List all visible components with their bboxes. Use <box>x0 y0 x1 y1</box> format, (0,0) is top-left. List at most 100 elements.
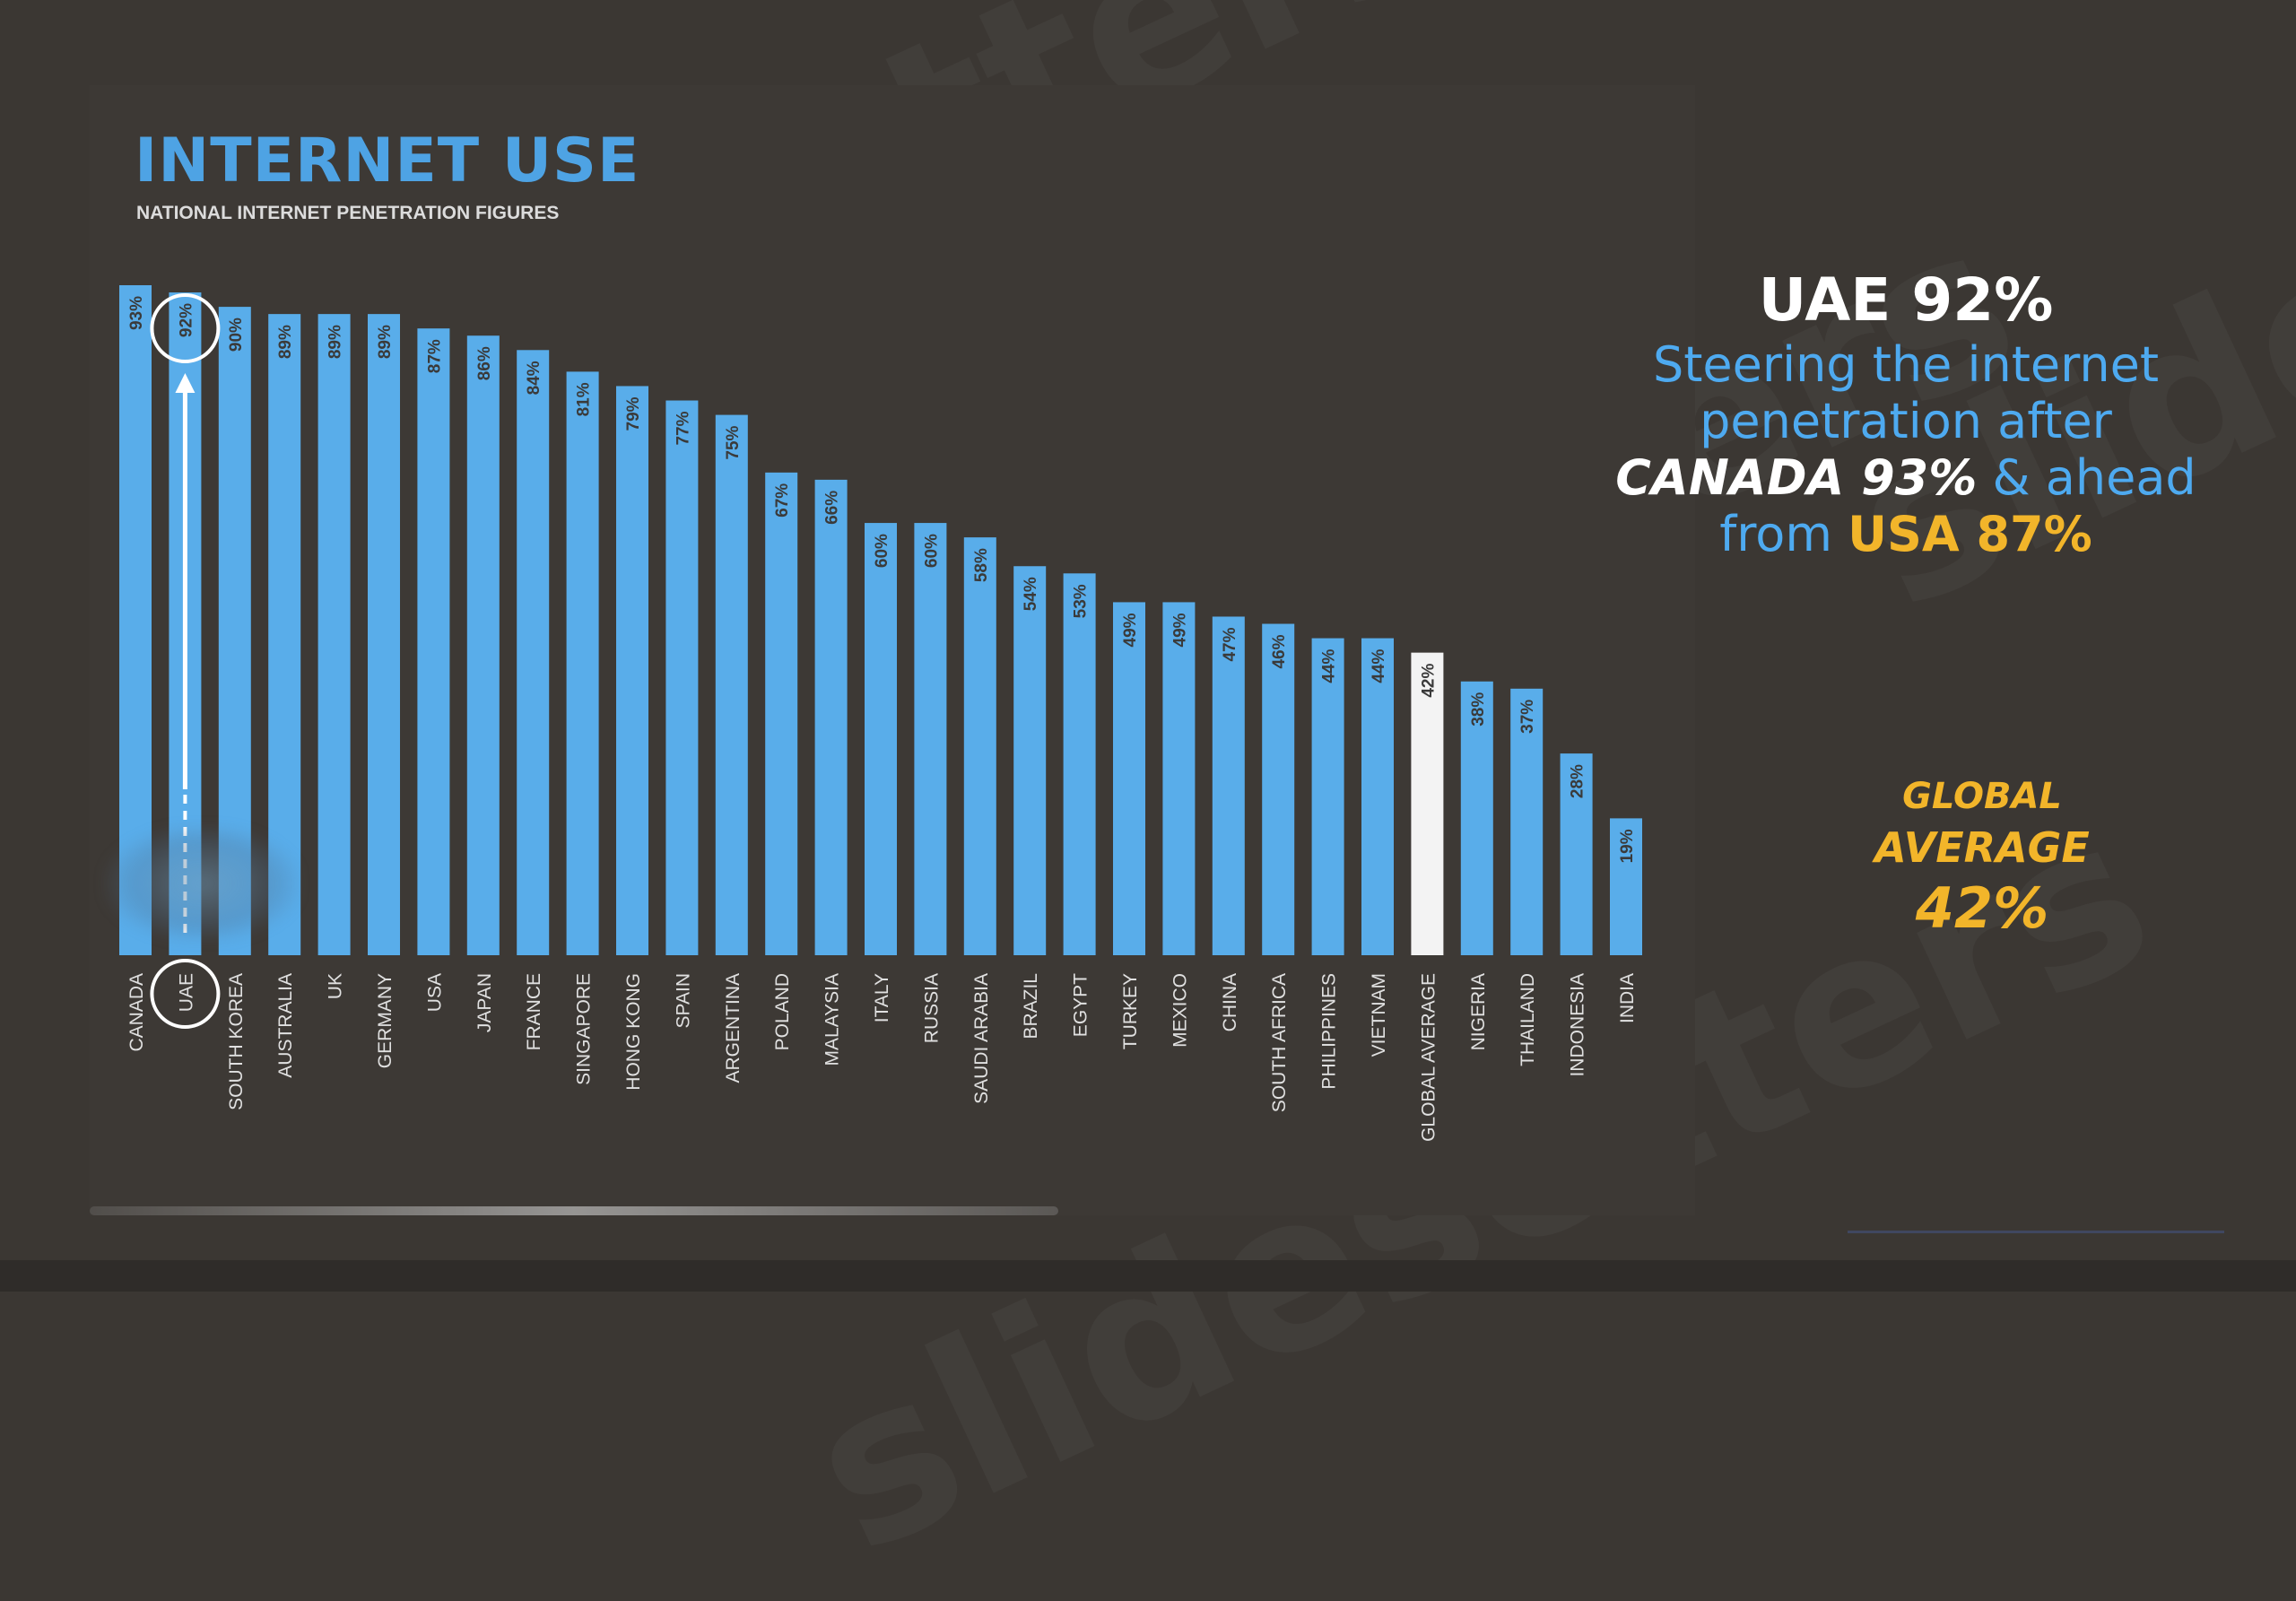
bar-singapore <box>566 371 599 955</box>
chart-title: INTERNET USE <box>135 126 640 196</box>
category-label: AUSTRALIA <box>275 973 296 1078</box>
category-label: USA <box>424 973 445 1012</box>
bar-value-label: 44% <box>1320 648 1339 683</box>
bar-value-label: 49% <box>1170 613 1189 647</box>
category-label: INDONESIA <box>1568 973 1588 1077</box>
up-arrow-head <box>175 373 196 393</box>
category-label: SOUTH KOREA <box>226 973 247 1110</box>
global-note-value: 42% <box>1915 875 2049 941</box>
bar-value-label: 86% <box>475 346 494 380</box>
bar-egypt <box>1063 573 1096 955</box>
bar-value-label: 44% <box>1370 648 1388 683</box>
bar-value-label: 81% <box>575 382 594 416</box>
category-label: GLOBAL AVERAGE <box>1418 973 1439 1142</box>
bar-value-label: 89% <box>376 325 395 359</box>
global-note-line-2: AVERAGE <box>1874 823 2090 872</box>
category-label: BRAZIL <box>1021 973 1041 1040</box>
bar-value-label: 60% <box>873 534 891 568</box>
category-label: MALAYSIA <box>822 973 843 1066</box>
callout-line-4: from USA 87% <box>1596 506 2215 562</box>
bar-hong-kong <box>616 386 648 955</box>
bar-value-label: 53% <box>1072 584 1091 618</box>
bar-value-label: 89% <box>276 325 295 359</box>
bar-philippines <box>1311 638 1344 955</box>
bar-value-label: 58% <box>972 548 991 582</box>
bar-value-label: 79% <box>624 396 643 431</box>
category-label: SOUTH AFRICA <box>1269 973 1290 1112</box>
category-label: VIETNAM <box>1369 973 1389 1057</box>
category-label: FRANCE <box>524 973 544 1050</box>
callout-line-2: penetration after <box>1700 393 2112 449</box>
category-label: GERMANY <box>375 973 396 1068</box>
bar-uk <box>317 314 351 955</box>
bar-value-label: 47% <box>1221 627 1239 661</box>
category-label: THAILAND <box>1518 973 1538 1066</box>
global-note-line-1: GLOBAL <box>1902 776 2062 817</box>
bar-value-label: 49% <box>1121 613 1140 647</box>
category-label: SPAIN <box>673 973 693 1028</box>
bar-saudi-arabia <box>963 537 996 955</box>
bar-argentina <box>715 414 748 955</box>
callout-canada: CANADA 93% <box>1615 449 1978 506</box>
bar-malaysia <box>814 479 848 955</box>
bar-usa <box>417 328 450 955</box>
bar-brazil <box>1013 566 1047 955</box>
category-label: ARGENTINA <box>723 973 744 1083</box>
chart-subtitle: NATIONAL INTERNET PENETRATION FIGURES <box>136 203 560 223</box>
bar-value-label: 84% <box>525 361 544 395</box>
bar-value-label: 89% <box>326 325 345 359</box>
bar-value-label: 19% <box>1618 829 1637 863</box>
callout-line-1: Steering the internet <box>1652 336 2160 393</box>
bar-south-africa <box>1262 623 1295 955</box>
bar-chart: 93% 92% 90% 89% 89% 89% 87% 86% 84% 81% 79% 77% 75% 6… <box>119 285 1642 1142</box>
category-label: JAPAN <box>474 973 495 1032</box>
bar-spain <box>665 400 699 956</box>
callout-from: from <box>1719 506 1848 562</box>
bar-value-label: 42% <box>1419 664 1438 698</box>
bar-mexico <box>1162 602 1196 955</box>
bar-value-label: 28% <box>1569 764 1587 798</box>
category-label: RUSSIA <box>921 973 942 1043</box>
category-label: MEXICO <box>1170 973 1190 1048</box>
bar-thailand <box>1510 688 1544 955</box>
category-label: HONG KONG <box>623 973 644 1091</box>
bar-nigeria <box>1460 681 1493 955</box>
bar-global-average <box>1411 652 1444 955</box>
category-label: CHINA <box>1220 973 1240 1031</box>
bar-value-label: 37% <box>1518 700 1537 734</box>
callout-headline: UAE 92% <box>1758 265 2054 335</box>
bar-value-label: 93% <box>127 296 146 330</box>
bar-value-label: 87% <box>425 339 444 373</box>
bar-value-label: 60% <box>922 534 941 568</box>
category-label: ITALY <box>872 973 892 1022</box>
bar-value-label: 75% <box>724 425 743 459</box>
bar-value-label: 77% <box>674 411 692 445</box>
global-average-note: GLOBAL AVERAGE 42% <box>1848 771 2117 944</box>
bar-poland <box>765 472 798 955</box>
bar-value-label: 54% <box>1022 577 1040 611</box>
bottom-band <box>0 1260 2296 1292</box>
bar-italy <box>865 523 897 955</box>
footer-rule <box>1848 1231 2224 1233</box>
bar-germany <box>368 314 400 955</box>
bar-indonesia <box>1560 753 1593 955</box>
bar-india <box>1610 818 1642 955</box>
category-label: POLAND <box>772 973 793 1050</box>
category-label: NIGERIA <box>1468 973 1489 1050</box>
category-label: INDIA <box>1617 973 1638 1023</box>
bar-value-label: 38% <box>1469 692 1488 727</box>
value-highlight-circle <box>150 293 221 364</box>
category-label: TURKEY <box>1120 973 1141 1049</box>
blurred-logo <box>103 825 300 942</box>
bar-value-label: 90% <box>227 318 246 352</box>
callout-line-3: CANADA 93% & ahead <box>1596 449 2215 506</box>
bar-value-label: 67% <box>773 483 792 518</box>
category-label: SAUDI ARABIA <box>971 973 992 1104</box>
bar-value-label: 46% <box>1270 634 1289 668</box>
bar-value-label: 92% <box>177 303 196 337</box>
category-label: UK <box>326 973 346 999</box>
bar-value-label: 66% <box>823 491 842 525</box>
category-label: SINGAPORE <box>574 973 595 1085</box>
bar-china <box>1212 616 1245 955</box>
bar-japan <box>466 335 500 955</box>
